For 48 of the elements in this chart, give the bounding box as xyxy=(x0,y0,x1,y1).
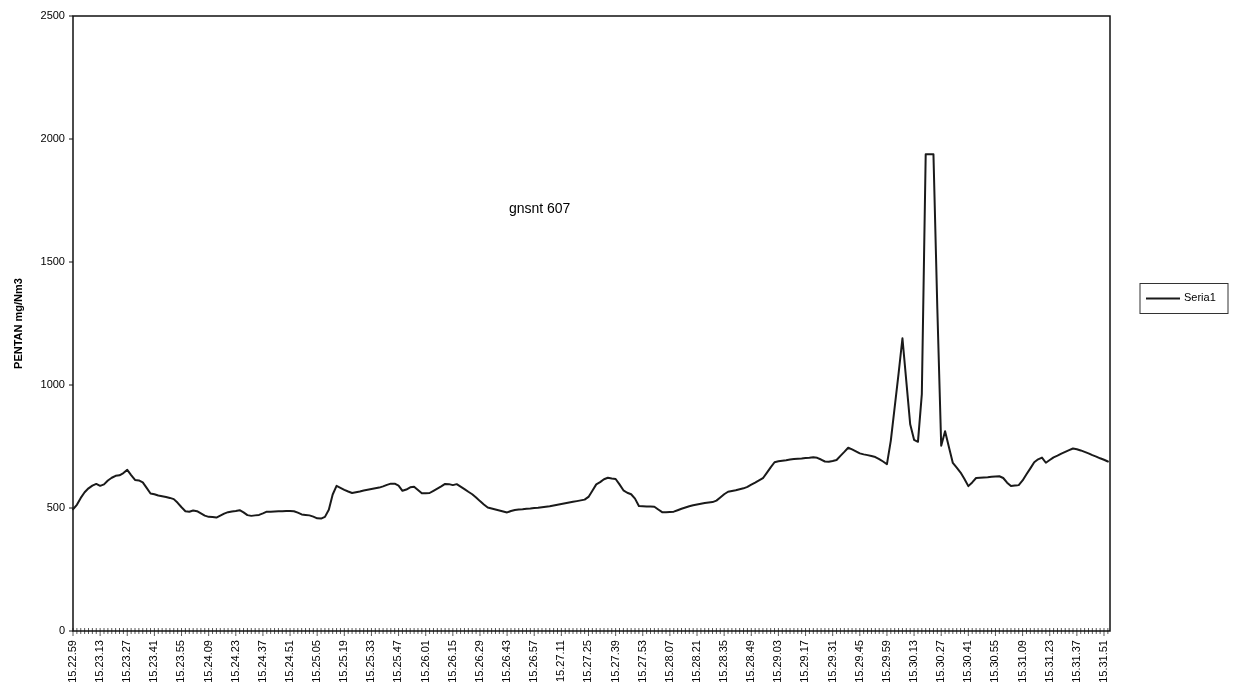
x-tick-label: 15.23.41 xyxy=(147,640,160,683)
x-tick-label: 15.25.19 xyxy=(337,640,350,683)
x-tick-label: 15.24.37 xyxy=(255,640,268,683)
x-tick-label: 15.28.21 xyxy=(689,640,702,683)
x-tick-label: 15.24.09 xyxy=(201,640,214,683)
x-tick-label: 15.30.55 xyxy=(988,640,1001,683)
x-tick-label: 15.31.09 xyxy=(1015,640,1028,683)
y-tick-label: 0 xyxy=(58,623,65,636)
x-tick-label: 15.22.59 xyxy=(65,640,78,683)
x-tick-label: 15.26.43 xyxy=(500,640,513,683)
legend-label: Seria1 xyxy=(1184,291,1216,304)
y-tick-label: 1000 xyxy=(40,377,65,390)
x-tick-label: 15.30.41 xyxy=(961,640,974,683)
y-tick-label: 500 xyxy=(46,500,65,513)
x-tick-label: 15.27.11 xyxy=(554,640,567,683)
x-tick-label: 15.30.13 xyxy=(906,640,919,683)
y-tick-label: 2500 xyxy=(40,8,65,21)
x-tick-label: 15.28.49 xyxy=(744,640,757,683)
x-tick-label: 15.26.29 xyxy=(472,640,485,683)
x-tick-label: 15.27.53 xyxy=(635,640,648,683)
x-tick-label: 15.23.55 xyxy=(174,640,187,683)
x-tick-label: 15.23.13 xyxy=(93,640,106,683)
x-tick-label: 15.29.17 xyxy=(798,640,811,683)
x-tick-label: 15.24.51 xyxy=(282,640,295,683)
annotation: gnsnt 607 xyxy=(508,199,571,216)
x-tick-label: 15.25.33 xyxy=(364,640,377,683)
x-tick-label: 15.29.45 xyxy=(852,640,865,683)
y-tick-label: 2000 xyxy=(40,131,65,144)
x-tick-label: 15.27.25 xyxy=(581,640,594,683)
x-tick-label: 15.29.03 xyxy=(771,640,784,683)
x-tick-label: 15.28.07 xyxy=(662,640,675,683)
x-tick-label: 15.31.37 xyxy=(1069,640,1082,683)
x-tick-label: 15.27.39 xyxy=(608,640,621,683)
x-tick-label: 15.31.51 xyxy=(1096,640,1109,683)
x-tick-label: 15.30.27 xyxy=(934,640,947,683)
x-tick-label: 15.31.23 xyxy=(1042,640,1055,683)
y-tick-label: 1500 xyxy=(40,254,65,267)
x-tick-label: 15.28.35 xyxy=(717,640,730,683)
y-axis-title: PENTAN mg/Nm3 xyxy=(12,278,24,369)
x-tick-label: 15.26.01 xyxy=(418,640,431,683)
x-tick-label: 15.24.23 xyxy=(228,640,241,683)
x-tick-label: 15.29.31 xyxy=(825,640,838,683)
x-tick-label: 15.23.27 xyxy=(120,640,133,683)
x-tick-label: 15.29.59 xyxy=(879,640,892,683)
x-tick-label: 15.25.47 xyxy=(391,640,404,683)
x-tick-label: 15.25.05 xyxy=(310,640,323,683)
x-tick-label: 15.26.15 xyxy=(445,640,458,683)
x-tick-label: 15.26.57 xyxy=(527,640,540,683)
